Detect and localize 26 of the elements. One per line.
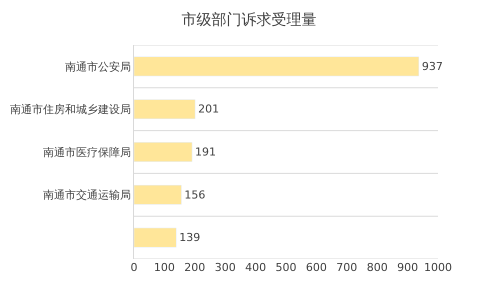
bar [134, 184, 182, 205]
x-tick-label: 100 [154, 261, 175, 274]
bar [134, 142, 192, 162]
bar [134, 56, 420, 76]
x-tick-label: 300 [214, 261, 236, 274]
x-tick-label: 0 [130, 261, 138, 274]
x-tick-label: 200 [184, 261, 206, 274]
x-tick-label: 500 [276, 261, 296, 274]
data-label: 201 [198, 102, 220, 116]
y-tick-label: 南通市公安局 [64, 60, 131, 74]
bar [134, 228, 177, 248]
x-tick-label: 900 [397, 261, 418, 274]
data-label: 139 [179, 231, 200, 244]
y-tick-label: 南通市医疗保障局 [42, 146, 131, 159]
data-label: 937 [422, 60, 443, 73]
data-label: 191 [195, 146, 216, 158]
chart-title: 市级部门诉求受理量 [182, 10, 316, 29]
x-tick-label: 1000 [424, 261, 452, 274]
x-tick-label: 800 [366, 261, 388, 274]
y-tick-label: 南通市交通运输局 [42, 188, 131, 202]
x-tick-label: 700 [336, 261, 358, 274]
bar [134, 99, 196, 120]
x-tick-label: 600 [306, 261, 327, 274]
x-tick-label: 400 [245, 261, 266, 274]
data-label: 156 [184, 188, 206, 202]
y-tick-label: 南通市住房和城乡建设局 [10, 103, 131, 116]
